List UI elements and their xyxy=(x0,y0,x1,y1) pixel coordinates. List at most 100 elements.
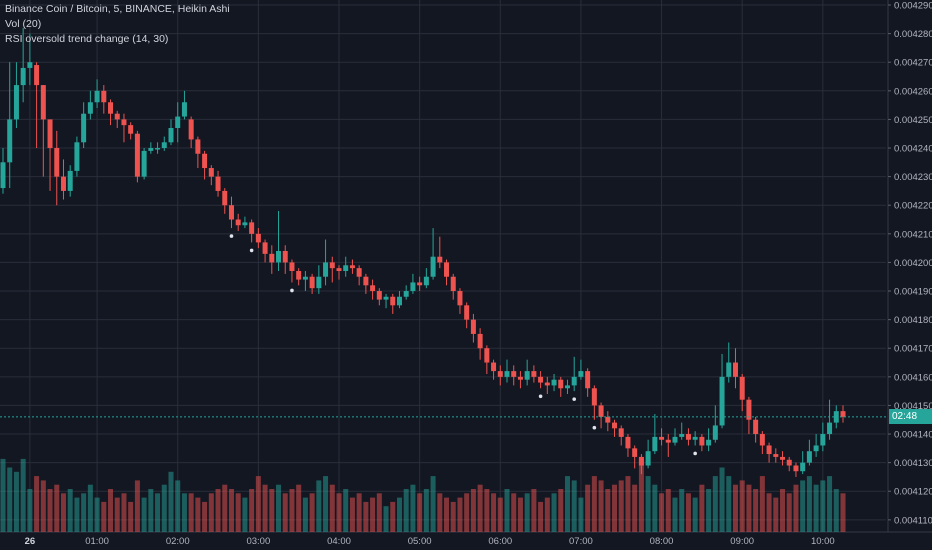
volume-bar xyxy=(511,493,517,532)
volume-bar xyxy=(134,480,140,532)
volume-bar xyxy=(81,493,87,532)
candle-body xyxy=(222,190,228,206)
candle-body xyxy=(746,399,752,420)
volume-bar xyxy=(101,501,107,532)
volume-bar xyxy=(504,489,510,532)
candle-body xyxy=(739,376,745,400)
candle-body xyxy=(685,434,691,440)
candle-body xyxy=(316,276,322,289)
volume-bar xyxy=(766,493,772,532)
candle-body xyxy=(134,133,140,177)
legend-indicator[interactable]: RSI oversold trend change (14, 30) xyxy=(5,33,169,45)
candle-body xyxy=(269,253,275,263)
time-tick-label: 06:00 xyxy=(488,536,512,547)
volume-bar xyxy=(632,484,638,532)
candle-body xyxy=(94,90,100,103)
volume-bar xyxy=(746,484,752,532)
volume-bar xyxy=(564,476,570,532)
candle-body xyxy=(645,451,651,466)
candle-body xyxy=(464,305,470,320)
time-axis[interactable]: 26 01:00 02:00 03:00 04:00 05:00 06:00 07:00 08:… xyxy=(25,536,835,547)
candle-body xyxy=(504,371,510,377)
candle-body xyxy=(571,376,577,386)
candle-body xyxy=(302,276,308,280)
volume-bar xyxy=(235,493,241,532)
candle-body xyxy=(370,285,376,292)
price-tick-label: 0.0041100 xyxy=(894,515,932,526)
candle-body xyxy=(598,405,604,417)
candle-body xyxy=(34,65,40,86)
time-tick-label: 03:00 xyxy=(246,536,270,547)
volume-bar xyxy=(450,501,456,532)
volume-bar xyxy=(202,501,208,532)
candle-body xyxy=(773,454,779,457)
candle-body xyxy=(699,436,705,446)
volume-bar xyxy=(343,489,349,532)
volume-bar xyxy=(464,493,470,532)
candle-body xyxy=(168,127,174,143)
candle-body xyxy=(538,376,544,383)
volume-bar xyxy=(222,484,228,532)
candle-body xyxy=(417,282,423,286)
candle-body xyxy=(108,102,114,114)
candle-body xyxy=(444,262,450,277)
volume-bar xyxy=(188,493,194,532)
candle-body xyxy=(262,242,268,254)
volume-bar xyxy=(289,489,295,532)
candle-body xyxy=(632,448,638,457)
candle-body xyxy=(40,85,46,120)
candle-body xyxy=(692,436,698,440)
volume-bar xyxy=(141,497,147,532)
rsi-marker xyxy=(290,288,294,293)
volume-bar xyxy=(497,497,503,532)
volume-bar xyxy=(484,489,490,532)
legend-volume[interactable]: Vol (20) xyxy=(5,18,42,30)
candle-body xyxy=(477,333,483,349)
candles xyxy=(0,27,846,477)
candle-body xyxy=(457,291,463,306)
volume-bar xyxy=(396,497,402,532)
candle-body xyxy=(679,434,685,437)
volume-bar xyxy=(323,476,329,532)
candle-body xyxy=(349,265,355,269)
volume-bar xyxy=(329,484,335,532)
volume-bar xyxy=(773,497,779,532)
volume-bar xyxy=(665,489,671,532)
volume-bar xyxy=(228,489,234,532)
legend-symbol[interactable]: Binance Coin / Bitcoin, 5, BINANCE, Heik… xyxy=(5,3,230,15)
volume-bar xyxy=(719,467,725,532)
volume-bar xyxy=(591,476,597,532)
volume-bar xyxy=(356,493,362,532)
volume-bar xyxy=(800,480,806,532)
candle-body xyxy=(511,371,517,377)
candle-body xyxy=(564,385,570,389)
candle-body xyxy=(296,271,302,280)
volume-bar xyxy=(578,497,584,532)
volume-bar xyxy=(316,480,322,532)
candle-body xyxy=(121,119,127,126)
volume-bar xyxy=(383,506,389,532)
candle-body xyxy=(732,362,738,377)
chart-grid xyxy=(0,0,932,533)
volume-bar xyxy=(692,497,698,532)
candle-body xyxy=(800,462,806,472)
volume-bar xyxy=(148,489,154,532)
candle-body xyxy=(403,291,409,297)
volume-bar xyxy=(780,489,786,532)
volume-bar xyxy=(269,489,275,532)
volume-bar xyxy=(538,501,544,532)
volume-bar xyxy=(74,497,80,532)
candle-body xyxy=(175,116,181,128)
candle-body xyxy=(81,113,87,143)
volume-bar xyxy=(276,484,282,532)
candle-body xyxy=(114,113,120,120)
volume-bar xyxy=(309,493,315,532)
